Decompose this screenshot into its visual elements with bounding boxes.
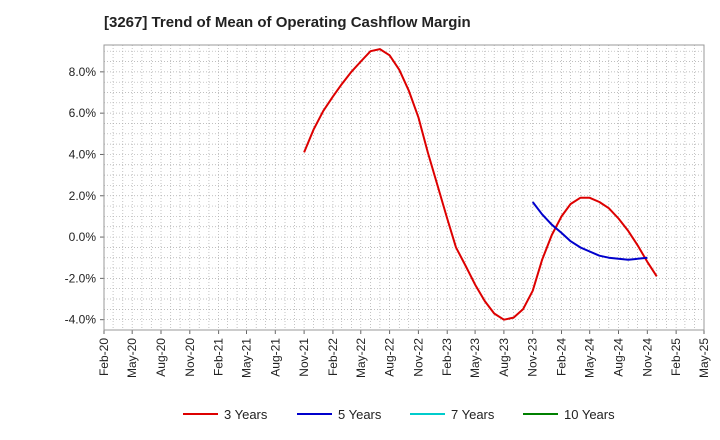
y-tick-label: 4.0% [69,147,97,161]
x-tick-label: Feb-25 [669,338,683,376]
y-tick-label: 0.0% [69,230,97,244]
x-tick-label: May-23 [468,338,482,378]
legend-label: 10 Years [564,407,615,422]
x-tick-label: Nov-22 [411,338,425,377]
legend-label: 3 Years [224,407,268,422]
legend-label: 7 Years [451,407,495,422]
y-tick-label: -2.0% [65,271,97,285]
series-lines [303,48,658,321]
x-tick-label: Feb-23 [440,338,454,376]
x-tick-label: Feb-21 [212,338,226,376]
x-tick-label: Aug-22 [383,338,397,377]
y-axis-ticks: -4.0% -2.0% 0.0% 2.0% 4.0% 6.0% 8.0% [65,65,104,327]
x-tick-label: Feb-24 [555,338,569,376]
x-tick-label: May-25 [697,338,711,378]
legend-label: 5 Years [338,407,382,422]
series-line-5-years [531,201,648,261]
x-tick-label: Aug-20 [154,338,168,377]
x-tick-label: May-21 [239,338,253,378]
x-tick-label: Aug-24 [612,338,626,377]
chart-title: [3267] Trend of Mean of Operating Cashfl… [104,14,471,31]
x-tick-label: Nov-23 [526,338,540,377]
x-axis-ticks: Feb-20 May-20 Aug-20 Nov-20 Feb-21 May-21 Aug-… [97,330,711,378]
grid [104,45,704,331]
x-tick-label: Aug-21 [268,338,282,377]
x-tick-label: Nov-21 [297,338,311,377]
x-tick-label: Aug-23 [497,338,511,377]
series-line-3-years [303,48,658,321]
y-tick-label: -4.0% [65,313,97,327]
x-tick-label: Feb-20 [97,338,111,376]
x-tick-label: Nov-24 [640,338,654,377]
x-tick-label: Nov-20 [183,338,197,377]
y-tick-label: 8.0% [69,65,97,79]
x-tick-label: May-20 [125,338,139,378]
x-tick-label: Feb-22 [326,338,340,376]
y-tick-label: 6.0% [69,106,97,120]
x-tick-label: May-24 [583,338,597,378]
plot-frame [103,44,705,331]
legend: 3 Years 5 Years 7 Years 10 Years [183,407,615,422]
y-tick-label: 2.0% [69,189,97,203]
x-tick-label: May-22 [354,338,368,378]
